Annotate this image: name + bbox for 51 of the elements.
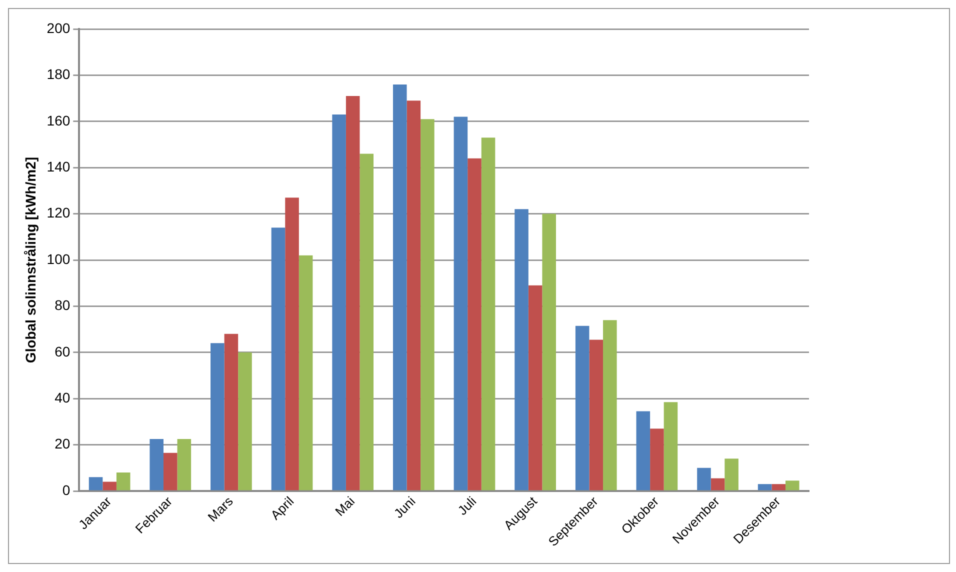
y-tick-label: 60 xyxy=(54,343,70,360)
bar xyxy=(758,484,772,490)
bar xyxy=(724,458,738,490)
y-tick-label: 0 xyxy=(62,482,70,498)
x-tick-label: Juni xyxy=(390,493,418,522)
bar xyxy=(697,468,711,490)
bar xyxy=(468,158,482,490)
bar xyxy=(163,452,178,490)
bar xyxy=(102,482,116,490)
bar xyxy=(603,320,617,490)
bar xyxy=(116,472,130,490)
bar xyxy=(650,428,664,490)
y-tick-label: 160 xyxy=(46,112,70,128)
y-tick-label: 20 xyxy=(54,436,70,452)
bar xyxy=(481,138,496,490)
bar xyxy=(785,480,800,490)
y-tick-label: 80 xyxy=(54,297,70,314)
bar xyxy=(454,116,468,490)
y-tick-label: 180 xyxy=(46,66,70,82)
y-axis-title: Global solinnstråling [kWh/m2] xyxy=(22,156,38,364)
y-tick-label: 100 xyxy=(46,250,70,267)
bar xyxy=(210,343,224,490)
bar xyxy=(392,84,407,490)
bar xyxy=(177,439,192,490)
x-tick-label: Mai xyxy=(332,493,358,519)
bar xyxy=(406,100,421,490)
bar xyxy=(346,96,360,490)
bar xyxy=(664,402,678,490)
bar xyxy=(772,484,786,490)
bar xyxy=(575,326,590,490)
y-tick-label: 40 xyxy=(54,389,70,406)
bar xyxy=(332,114,346,490)
bar xyxy=(514,209,528,490)
bar xyxy=(271,228,286,490)
bar xyxy=(636,411,650,490)
bar xyxy=(224,334,238,490)
bar xyxy=(298,255,313,490)
y-tick-label: 140 xyxy=(46,158,70,174)
bar xyxy=(360,154,374,490)
bar xyxy=(150,439,164,490)
bar xyxy=(542,214,556,490)
y-tick-label: 200 xyxy=(46,20,70,36)
bar xyxy=(528,285,542,490)
bar xyxy=(238,352,252,490)
bar xyxy=(710,478,725,490)
bar xyxy=(88,477,103,490)
bar xyxy=(589,340,604,490)
x-tick-label: Juli xyxy=(454,493,480,518)
y-tick-label: 120 xyxy=(46,204,70,221)
bar xyxy=(420,119,434,490)
bar xyxy=(285,198,299,490)
